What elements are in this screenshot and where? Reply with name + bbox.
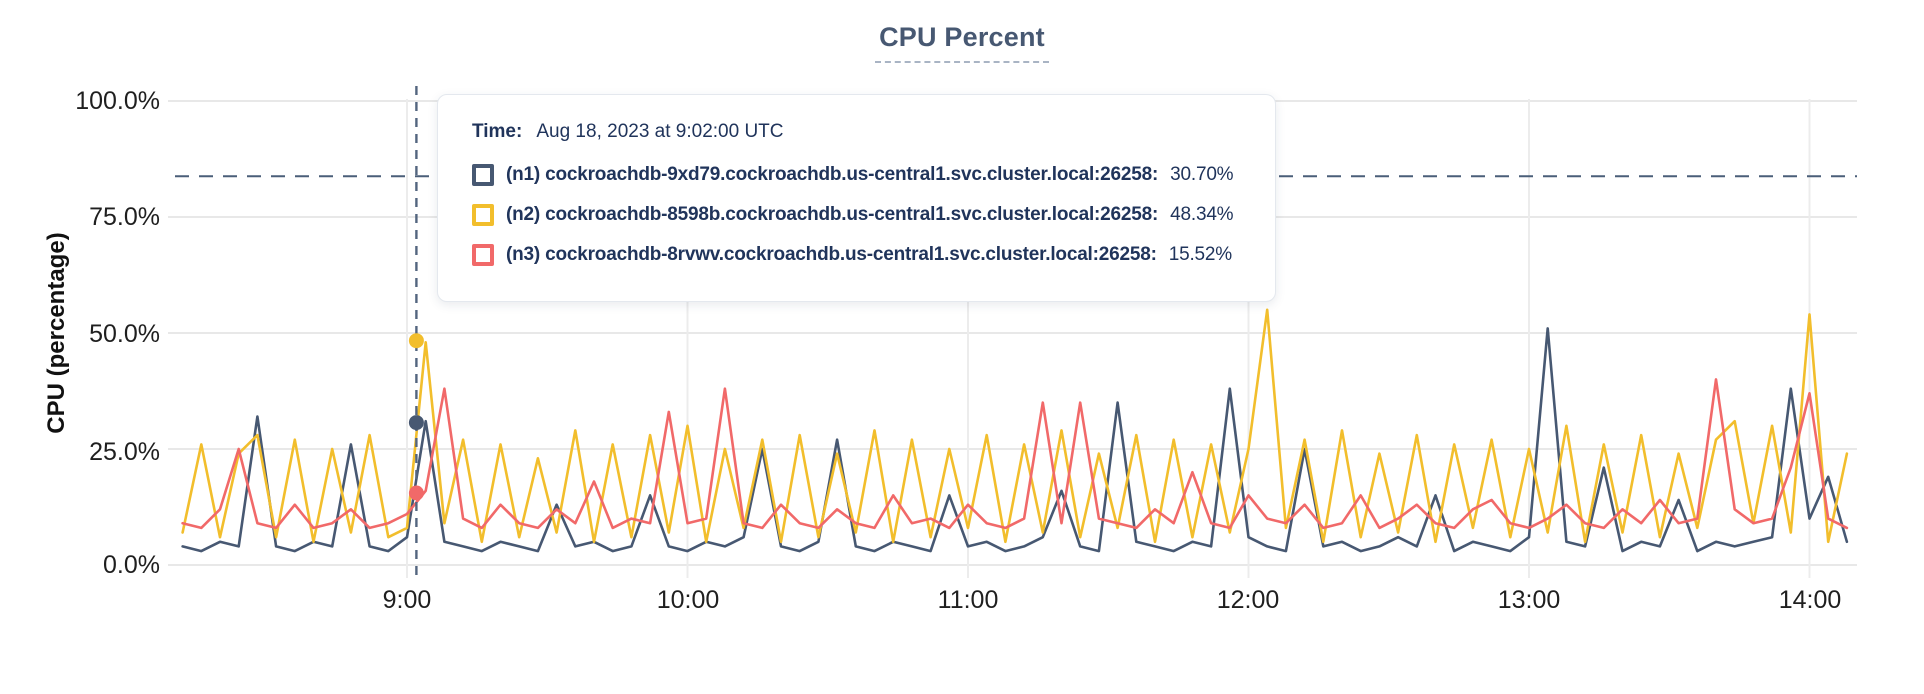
series-n3-name: (n3) cockroachdb-8rvwv.cockroachdb.us-ce…	[506, 244, 1157, 265]
tooltip-time-label: Time:	[472, 121, 523, 142]
x-axis-tick-label: 13:00	[1497, 586, 1561, 614]
hover-tooltip: Time: Aug 18, 2023 at 9:02:00 UTC (n1) c…	[437, 94, 1277, 302]
chart-title[interactable]: CPU Percent	[875, 22, 1049, 63]
chart-title-row: CPU Percent	[0, 22, 1924, 63]
series-n3-value: 15.52%	[1168, 244, 1232, 265]
y-axis-tick-label: 0.0%	[103, 551, 160, 579]
series-n2-color-swatch-icon	[472, 204, 494, 226]
series-n2-name: (n2) cockroachdb-8598b.cockroachdb.us-ce…	[506, 204, 1159, 225]
x-axis-tick-label: 10:00	[656, 586, 720, 614]
x-axis-tick-label: 12:00	[1216, 586, 1280, 614]
x-axis-tick-label: 9:00	[382, 586, 432, 614]
series-n2-value: 48.34%	[1170, 204, 1234, 225]
series-n3-color-swatch-icon	[472, 244, 494, 266]
tooltip-series-row-n2: (n2) cockroachdb-8598b.cockroachdb.us-ce…	[472, 195, 1234, 235]
series-n1-name: (n1) cockroachdb-9xd79.cockroachdb.us-ce…	[506, 164, 1159, 185]
y-axis-tick-label: 100.0%	[75, 87, 160, 115]
series-n1-value: 30.70%	[1170, 164, 1234, 185]
y-axis-tick-label: 75.0%	[89, 203, 160, 231]
x-axis-tick-label: 14:00	[1778, 586, 1842, 614]
tooltip-series-row-n3: (n3) cockroachdb-8rvwv.cockroachdb.us-ce…	[472, 235, 1233, 275]
series-n1-color-swatch-icon	[472, 164, 494, 186]
y-axis-tick-label: 50.0%	[89, 320, 160, 348]
x-axis-tick-label: 11:00	[937, 586, 999, 614]
tooltip-time-row: Time: Aug 18, 2023 at 9:02:00 UTC	[472, 121, 1233, 143]
tooltip-series-row-n1: (n1) cockroachdb-9xd79.cockroachdb.us-ce…	[472, 155, 1234, 195]
tooltip-time-value: Aug 18, 2023 at 9:02:00 UTC	[536, 121, 784, 142]
y-axis-tick-label: 25.0%	[89, 438, 160, 466]
